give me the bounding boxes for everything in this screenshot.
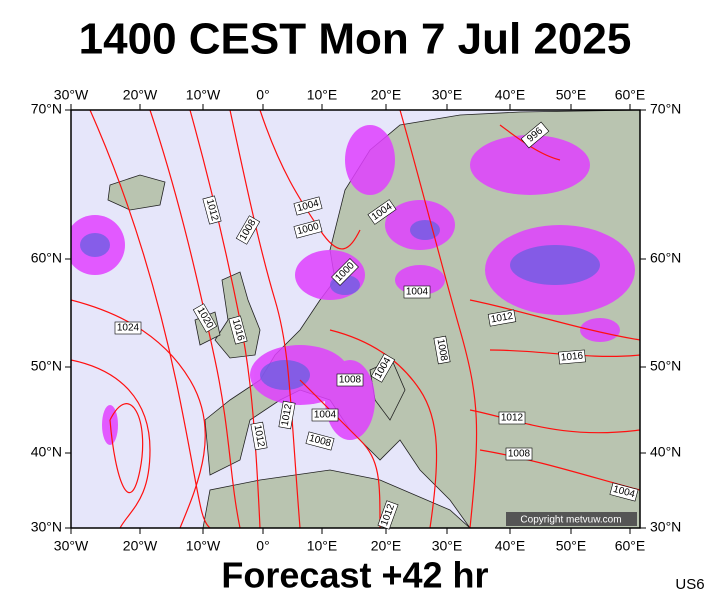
isobar-label: 1012 — [250, 421, 268, 451]
isobar-label: 1012 — [498, 411, 526, 425]
isobar-label: 1004 — [293, 196, 323, 216]
latitude-label: 30°N — [31, 519, 62, 535]
longitude-label: 50°E — [556, 538, 587, 554]
latitude-label: 40°N — [650, 444, 681, 460]
isobar-label: 1004 — [609, 482, 639, 502]
isobar-label-box — [311, 408, 339, 422]
isobar-label-box — [558, 349, 586, 365]
model-label: US6 — [675, 576, 704, 593]
isobar-label-box — [293, 196, 323, 216]
latitude-label: 40°N — [31, 444, 62, 460]
latitude-label: 60°N — [650, 250, 681, 266]
isobar-label-box — [520, 121, 550, 149]
isobar-label-box — [331, 258, 359, 286]
isobar-label: 1008 — [305, 431, 335, 451]
copyright-box — [506, 512, 637, 526]
map-frame — [70, 109, 641, 529]
longitude-label: 40°E — [495, 538, 526, 554]
longitude-label: 30°W — [54, 538, 89, 554]
isobar-label: 1024 — [114, 321, 142, 335]
longitude-label: 20°W — [123, 87, 158, 103]
longitude-label: 30°E — [432, 87, 463, 103]
copyright: Copyright metvuw.com — [520, 515, 621, 526]
isobar-label-box — [498, 411, 526, 425]
isobar-label-box — [235, 215, 261, 245]
longitude-label: 10°E — [307, 87, 338, 103]
isobar-label-box — [293, 219, 323, 239]
forecast-label: Forecast +42 hr — [221, 555, 488, 596]
longitude-label: 40°E — [495, 87, 526, 103]
isobar-label-box — [433, 335, 451, 365]
longitude-label: 10°W — [186, 87, 221, 103]
map-area — [71, 110, 640, 528]
isobar-label: 1016 — [558, 349, 586, 365]
isobar-label-text: 1004 — [314, 410, 337, 421]
isobar-label-text: 1024 — [117, 323, 140, 334]
longitude-label: 20°E — [371, 538, 402, 554]
isobar-label-box — [403, 285, 431, 299]
isobar-label-text: 1012 — [501, 413, 524, 424]
longitude-label: 0° — [256, 538, 269, 554]
longitude-label: 60°E — [615, 538, 646, 554]
longitude-label: 30°E — [432, 538, 463, 554]
labels: 30°W 30°W 20°W 20°W 10°W 10°W 0° 0° 10°E 10°E 20°E… — [31, 87, 682, 554]
isobar-label-box — [377, 500, 399, 530]
isobar-label-box — [250, 421, 268, 451]
isobar-label: 1004 — [311, 408, 339, 422]
longitude-label: 10°E — [307, 538, 338, 554]
isobar-label-text: 1012 — [252, 424, 267, 448]
isobar-label-box — [336, 373, 364, 387]
isobar-label-text: 1016 — [560, 351, 584, 364]
isobar-label: 1004 — [403, 285, 431, 299]
isobar-label-box — [114, 321, 142, 335]
longitude-label: 50°E — [556, 87, 587, 103]
latitude-label: 70°N — [650, 101, 681, 117]
isobar-label-text: 1008 — [508, 449, 531, 460]
isobar-label: 1000 — [293, 219, 323, 239]
isobar-label-text: 1008 — [339, 375, 362, 386]
isobar-label-box — [370, 353, 396, 383]
longitude-label: 60°E — [615, 87, 646, 103]
isobar-label-box — [305, 431, 335, 451]
longitude-label: 20°E — [371, 87, 402, 103]
longitude-label: 10°W — [186, 538, 221, 554]
longitude-label: 30°W — [54, 87, 89, 103]
isobar-label-box — [609, 482, 639, 502]
title: 1400 CEST Mon 7 Jul 2025 — [79, 15, 632, 64]
heavy-precipitation — [80, 220, 600, 390]
isobar-label: 1008 — [505, 447, 533, 461]
latitude-label: 70°N — [31, 101, 62, 117]
isobar-label-box — [192, 303, 218, 333]
isobar-label: 1012 — [202, 195, 222, 225]
isobar-label-text: 1004 — [406, 287, 429, 298]
isobar-label: 1012 — [278, 400, 296, 430]
isobar-label: 1008 — [433, 335, 451, 365]
latitude-label: 50°N — [31, 358, 62, 374]
isobar-label-box — [202, 195, 222, 225]
isobar-label-text: 1008 — [435, 338, 450, 362]
isobar-label-box — [505, 447, 533, 461]
latitude-label: 50°N — [650, 358, 681, 374]
longitude-label: 20°W — [123, 538, 158, 554]
isobar-label: 1012 — [487, 309, 517, 327]
isobar-label: 1008 — [336, 373, 364, 387]
isobar-label-box — [278, 400, 296, 430]
latitude-label: 60°N — [31, 250, 62, 266]
latitude-label: 30°N — [650, 519, 681, 535]
isobar-label-box — [367, 199, 397, 225]
land — [107, 110, 640, 528]
longitude-label: 0° — [256, 87, 269, 103]
isobar-label-box — [487, 309, 517, 327]
isobar-label: 1016 — [228, 315, 248, 345]
isobar-label-text: 1012 — [280, 403, 295, 427]
isobar-label-box — [228, 315, 248, 345]
isobar-label-text: 1012 — [490, 311, 514, 326]
